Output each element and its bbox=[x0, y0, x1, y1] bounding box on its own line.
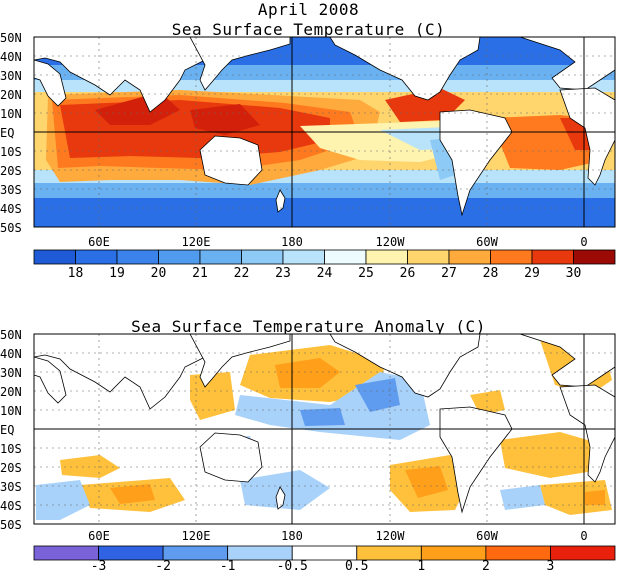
colorbar-label: 19 bbox=[109, 266, 125, 281]
sst-map-frame bbox=[33, 36, 616, 228]
colorbar-label: 20 bbox=[150, 266, 167, 281]
colorbar-swatch bbox=[324, 249, 367, 265]
lat-label: 10N bbox=[0, 107, 22, 121]
lon-label: 60E bbox=[88, 529, 110, 543]
lat-label: EQ bbox=[0, 423, 15, 437]
lat-label: 20S bbox=[0, 461, 22, 475]
graticule bbox=[34, 334, 615, 524]
lat-label: 20N bbox=[0, 88, 22, 102]
strong-positive-anomaly bbox=[110, 358, 605, 505]
lat-label: 20N bbox=[0, 385, 22, 399]
colorbar-swatch bbox=[365, 249, 408, 265]
colorbar-swatch bbox=[98, 545, 164, 561]
colorbar-swatch bbox=[490, 249, 533, 265]
anomaly-map-frame bbox=[33, 333, 616, 525]
lon-label: 0 bbox=[580, 235, 588, 249]
colorbar-label: 29 bbox=[524, 266, 540, 281]
colorbar-swatch bbox=[573, 249, 616, 265]
colorbar-swatch bbox=[75, 249, 118, 265]
colorbar-swatch bbox=[531, 249, 574, 265]
lon-label: 120W bbox=[375, 235, 405, 249]
colorbar-label: 27 bbox=[441, 266, 457, 281]
sst-colorbar bbox=[33, 249, 616, 265]
lat-label: 10S bbox=[0, 442, 22, 456]
colorbar-swatch bbox=[116, 249, 159, 265]
colorbar-label: -1 bbox=[219, 559, 236, 574]
lat-label: 30N bbox=[0, 69, 22, 83]
lon-label: 120E bbox=[181, 235, 211, 249]
colorbar-swatch bbox=[199, 249, 242, 265]
colorbar-swatch bbox=[356, 545, 422, 561]
lon-label: 60W bbox=[476, 529, 498, 543]
colorbar-label: -3 bbox=[90, 559, 107, 574]
lat-label: 40S bbox=[0, 499, 22, 513]
colorbar-label: 24 bbox=[316, 266, 333, 281]
land bbox=[34, 334, 615, 514]
colorbar-swatch bbox=[291, 545, 358, 561]
land bbox=[34, 37, 615, 217]
colorbar-label: -0.5 bbox=[276, 559, 308, 574]
lon-label: 120E bbox=[181, 529, 211, 543]
colorbar-label: 22 bbox=[233, 266, 250, 281]
colorbar-label: 30 bbox=[565, 266, 582, 281]
colorbar-label: 25 bbox=[358, 266, 374, 281]
graticule bbox=[34, 37, 615, 227]
colorbar-label: 0.5 bbox=[345, 559, 369, 574]
colorbar-swatch bbox=[550, 545, 616, 561]
colorbar-label: 2 bbox=[481, 559, 490, 574]
lon-label: 60W bbox=[476, 235, 498, 249]
anomaly-map bbox=[34, 334, 615, 524]
main-title: April 2008 bbox=[257, 0, 360, 19]
lat-label: 50N bbox=[0, 31, 22, 45]
lon-label: 180 bbox=[281, 235, 303, 249]
colorbar-swatch bbox=[420, 545, 487, 561]
colorbar-label: -2 bbox=[155, 559, 171, 574]
colorbar-swatch bbox=[485, 545, 551, 561]
colorbar-label: 1 bbox=[417, 559, 426, 574]
lat-label: 10N bbox=[0, 404, 22, 418]
lon-label: 0 bbox=[580, 529, 588, 543]
lat-label: 40N bbox=[0, 347, 22, 361]
colorbar-swatch bbox=[33, 545, 99, 561]
colorbar-label: 3 bbox=[546, 559, 555, 574]
colorbar-swatch bbox=[448, 249, 491, 265]
lat-label: 10S bbox=[0, 145, 22, 159]
colorbar-swatch bbox=[33, 249, 76, 265]
lon-label: 120W bbox=[375, 529, 405, 543]
lat-label: 50S bbox=[0, 221, 22, 235]
anomaly-colorbar bbox=[33, 545, 616, 561]
lat-label: EQ bbox=[0, 126, 15, 140]
lat-label: 40S bbox=[0, 202, 22, 216]
colorbar-label: 21 bbox=[192, 266, 208, 281]
colorbar-swatch bbox=[227, 545, 293, 561]
lat-label: 50S bbox=[0, 518, 22, 532]
lat-label: 40N bbox=[0, 50, 22, 64]
lat-label: 30S bbox=[0, 480, 22, 494]
colorbar-swatch bbox=[282, 249, 325, 265]
lat-label: 30S bbox=[0, 183, 22, 197]
lat-label: 50N bbox=[0, 328, 22, 342]
colorbar-swatch bbox=[241, 249, 284, 265]
colorbar-label: 18 bbox=[67, 266, 84, 281]
colorbar-swatch bbox=[158, 249, 201, 265]
lon-label: 60E bbox=[88, 235, 110, 249]
anomaly-map-title: Sea Surface Temperature Anomaly (C) bbox=[131, 317, 486, 336]
strong-negative-anomaly bbox=[300, 378, 400, 426]
sst-map-title: Sea Surface Temperature (C) bbox=[171, 20, 446, 39]
colorbar-label: 28 bbox=[482, 266, 499, 281]
colorbar-label: 26 bbox=[399, 266, 416, 281]
colorbar-label: 23 bbox=[275, 266, 291, 281]
lon-label: 180 bbox=[281, 529, 303, 543]
colorbar-swatch bbox=[162, 545, 229, 561]
sst-map bbox=[34, 37, 615, 227]
lat-label: 20S bbox=[0, 164, 22, 178]
lat-label: 30N bbox=[0, 366, 22, 380]
colorbar-swatch bbox=[407, 249, 450, 265]
